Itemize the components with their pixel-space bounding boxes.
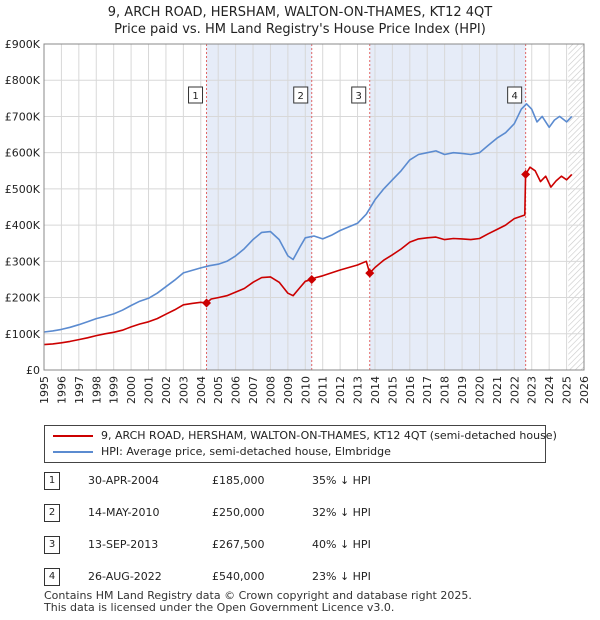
sale-number-badge: 2 <box>44 504 60 522</box>
chart-title: 9, ARCH ROAD, HERSHAM, WALTON-ON-THAMES,… <box>0 4 600 38</box>
x-tick-label: 2004 <box>195 376 208 404</box>
y-tick-label: £200K <box>5 292 41 305</box>
title-line-1: 9, ARCH ROAD, HERSHAM, WALTON-ON-THAMES,… <box>107 5 493 20</box>
legend-swatch-price <box>53 435 93 437</box>
sale-date: 30-APR-2004 <box>88 474 160 487</box>
sale-number-box <box>351 86 367 104</box>
x-tick-label: 2025 <box>561 376 574 404</box>
legend: 9, ARCH ROAD, HERSHAM, WALTON-ON-THAMES,… <box>44 425 557 463</box>
x-tick-label: 2013 <box>352 376 365 404</box>
x-tick-label: 2002 <box>160 376 173 404</box>
x-tick-label: 2012 <box>334 376 347 404</box>
x-tick-label: 2020 <box>473 376 486 404</box>
sale-number-badge: 3 <box>44 536 60 554</box>
legend-label-hpi: HPI: Average price, semi-detached house,… <box>101 445 391 458</box>
y-tick-label: £400K <box>5 219 41 232</box>
x-tick-label: 2010 <box>299 376 312 404</box>
x-tick-label: 2011 <box>317 376 330 404</box>
footer-line-1: Contains HM Land Registry data © Crown c… <box>44 589 472 602</box>
sale-hpi-diff: 32% ↓ HPI <box>312 506 371 519</box>
x-tick-label: 2006 <box>230 376 243 404</box>
x-tick-label: 2024 <box>543 376 556 404</box>
x-tick-label: 1998 <box>90 376 103 404</box>
x-tick-label: 1995 <box>38 376 51 404</box>
y-tick-label: £600K <box>5 147 41 160</box>
x-tick-label: 1999 <box>108 376 121 404</box>
x-tick-label: 2014 <box>369 376 382 404</box>
table-row: 4 26-AUG-2022 £540,000 23% ↓ HPI <box>44 568 584 586</box>
sale-hpi-diff: 35% ↓ HPI <box>312 474 371 487</box>
ownership-shade <box>369 44 526 370</box>
legend-label-price: 9, ARCH ROAD, HERSHAM, WALTON-ON-THAMES,… <box>101 429 557 442</box>
x-tick-label: 2018 <box>439 376 452 404</box>
y-tick-label: £700K <box>5 110 41 123</box>
table-row: 1 30-APR-2004 £185,000 35% ↓ HPI <box>44 472 584 490</box>
hpi-line <box>43 103 573 333</box>
x-tick-label: 2026 <box>578 376 591 404</box>
legend-swatch-hpi <box>53 451 93 453</box>
sale-number-box <box>293 86 309 104</box>
sale-price: £540,000 <box>212 570 265 583</box>
x-tick-label: 2022 <box>508 376 521 404</box>
y-tick-label: £100K <box>5 328 41 341</box>
sale-point <box>202 298 212 308</box>
x-tick-label: 2017 <box>421 376 434 404</box>
x-tick-label: 2008 <box>264 376 277 404</box>
sale-number-label: 1 <box>192 91 198 102</box>
legend-item-price: 9, ARCH ROAD, HERSHAM, WALTON-ON-THAMES,… <box>53 428 557 444</box>
table-row: 3 13-SEP-2013 £267,500 40% ↓ HPI <box>44 536 584 554</box>
y-tick-label: £900K <box>5 38 41 51</box>
x-tick-label: 2003 <box>177 376 190 404</box>
x-tick-label: 2009 <box>282 376 295 404</box>
table-row: 2 14-MAY-2010 £250,000 32% ↓ HPI <box>44 504 584 522</box>
sale-hpi-diff: 23% ↓ HPI <box>312 570 371 583</box>
sale-date: 13-SEP-2013 <box>88 538 159 551</box>
price-chart: 1 2 3 4 £0 £100K £200K £300K £400K £500K £600K £70… <box>5 38 591 404</box>
plot-frame <box>43 43 585 371</box>
y-tick-label: £800K <box>5 74 41 87</box>
sale-number-badge: 4 <box>44 568 60 586</box>
y-tick-label: £0 <box>26 364 40 377</box>
sale-hpi-diff: 40% ↓ HPI <box>312 538 371 551</box>
x-tick-label: 2007 <box>247 376 260 404</box>
price-paid-line <box>43 166 573 346</box>
footer-attribution: Contains HM Land Registry data © Crown c… <box>44 590 472 614</box>
x-tick-label: 1996 <box>55 376 68 404</box>
sale-number-box <box>188 86 204 104</box>
sale-number-label: 4 <box>511 91 517 102</box>
sale-price: £185,000 <box>212 474 265 487</box>
x-tick-label: 2023 <box>526 376 539 404</box>
y-tick-label: £300K <box>5 255 41 268</box>
forecast-hatch <box>568 44 584 370</box>
y-tick-label: £500K <box>5 183 41 196</box>
sale-number-label: 3 <box>356 91 362 102</box>
x-tick-label: 2001 <box>143 376 156 404</box>
x-tick-label: 2015 <box>386 376 399 404</box>
sale-point <box>307 274 317 284</box>
x-tick-label: 2016 <box>404 376 417 404</box>
sale-point <box>365 268 375 278</box>
x-tick-label: 1997 <box>73 376 86 404</box>
title-line-2: Price paid vs. HM Land Registry's House … <box>114 22 486 37</box>
sale-price: £267,500 <box>212 538 265 551</box>
footer-line-2: This data is licensed under the Open Gov… <box>44 601 395 614</box>
sale-price: £250,000 <box>212 506 265 519</box>
x-tick-label: 2019 <box>456 376 469 404</box>
x-tick-label: 2000 <box>125 376 138 404</box>
sale-date: 14-MAY-2010 <box>88 506 160 519</box>
x-tick-label: 2005 <box>212 376 225 404</box>
legend-item-hpi: HPI: Average price, semi-detached house,… <box>53 444 391 460</box>
sale-date: 26-AUG-2022 <box>88 570 162 583</box>
x-tick-label: 2021 <box>491 376 504 404</box>
sale-number-label: 2 <box>298 91 304 102</box>
sale-point <box>521 169 531 179</box>
sale-number-badge: 1 <box>44 472 60 490</box>
sale-number-box <box>507 86 523 104</box>
